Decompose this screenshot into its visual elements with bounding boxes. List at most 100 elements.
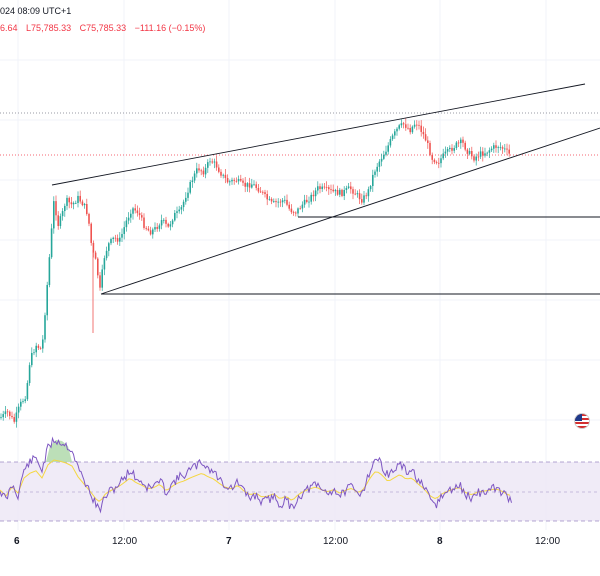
candle-body — [180, 207, 183, 210]
candle-body — [471, 151, 473, 157]
candle-body — [33, 352, 35, 354]
candle-body — [422, 131, 425, 135]
candle-body — [323, 186, 326, 188]
candle-body — [466, 149, 469, 154]
candle-body — [356, 193, 359, 195]
candle-body — [506, 148, 508, 150]
candle-body — [158, 225, 161, 229]
candle-body — [268, 198, 271, 200]
candle-body — [204, 167, 207, 175]
candle-body — [110, 238, 112, 244]
candle-body — [103, 258, 106, 270]
candle-body — [334, 189, 337, 192]
drawings[interactable] — [51, 83, 600, 295]
grid — [0, 0, 600, 530]
candle-body — [442, 153, 444, 159]
candle-body — [462, 139, 464, 143]
candle-body — [264, 192, 266, 195]
rsi-overbought-fill — [46, 440, 72, 462]
candle-body — [141, 215, 143, 218]
candle-body — [308, 201, 310, 203]
candle-body — [61, 211, 64, 217]
candle-body — [413, 124, 416, 127]
candle-body — [336, 189, 339, 195]
candle-body — [132, 208, 134, 214]
candle-body — [37, 345, 40, 348]
candle-body — [332, 189, 334, 192]
candle-body — [112, 237, 114, 239]
candle-body — [281, 200, 284, 203]
candle-body — [154, 227, 156, 230]
candle-body — [352, 189, 354, 194]
candle-body — [306, 199, 308, 203]
candle-body — [48, 257, 51, 285]
candle-body — [424, 134, 427, 141]
candle-body — [501, 147, 504, 149]
candle-body — [20, 401, 22, 407]
candle-body — [253, 184, 255, 186]
candle-body — [97, 258, 99, 276]
candle-body — [319, 186, 321, 190]
candle-body — [418, 124, 420, 126]
time-label-day-7: 7 — [226, 536, 232, 547]
candle-body — [328, 187, 330, 190]
candle-body — [105, 250, 108, 259]
candle-body — [215, 161, 218, 168]
candle-body — [218, 167, 220, 172]
candle-body — [92, 242, 95, 253]
candle-body — [200, 170, 202, 172]
candle-body — [119, 237, 121, 242]
candles — [0, 118, 510, 428]
candle-body — [174, 212, 176, 221]
candle-body — [457, 142, 460, 144]
candle-body — [55, 201, 57, 216]
candle-body — [330, 189, 332, 190]
candle-body — [497, 147, 499, 149]
candle-body — [246, 183, 249, 187]
rsi-line — [0, 436, 512, 514]
candle-body — [196, 168, 198, 174]
candle-body — [22, 401, 24, 402]
candle-body — [365, 195, 367, 197]
candle-body — [427, 140, 429, 143]
candle-body — [464, 142, 466, 150]
candle-body — [438, 162, 440, 164]
candle-body — [149, 230, 152, 235]
candle-body — [367, 189, 370, 197]
candle-body — [242, 180, 244, 183]
candle-body — [72, 202, 75, 205]
candle-body — [68, 197, 70, 203]
candle-body — [220, 171, 222, 176]
candle-body — [79, 195, 81, 202]
candle-body — [468, 151, 471, 154]
candle-body — [237, 178, 240, 182]
candle-body — [15, 412, 18, 422]
candle-body — [402, 123, 405, 125]
candle-body — [376, 166, 378, 172]
candle-body — [57, 215, 59, 226]
candle-body — [165, 219, 167, 224]
candle-body — [290, 208, 293, 213]
rsi-pane[interactable] — [0, 436, 600, 522]
candle-body — [341, 189, 343, 196]
candle-body — [28, 365, 31, 384]
channel-lower-trendline[interactable] — [100, 127, 600, 295]
candle-body — [374, 171, 376, 175]
candle-body — [451, 147, 453, 151]
header-datetime: 024 08:09 UTC+1 — [0, 6, 72, 16]
candle-body — [301, 204, 304, 209]
candle-body — [383, 154, 385, 159]
candle-body — [171, 220, 174, 225]
us-flag-icon[interactable] — [574, 413, 590, 429]
candle-body — [244, 182, 246, 187]
candle-body — [277, 201, 279, 203]
candle-body — [163, 219, 165, 221]
candle-body — [17, 406, 20, 413]
candle-body — [484, 153, 486, 156]
candle-body — [345, 187, 348, 190]
candle-body — [435, 162, 438, 163]
channel-upper-trendline[interactable] — [51, 83, 586, 186]
candle-body — [499, 147, 502, 149]
candle-body — [50, 228, 53, 258]
